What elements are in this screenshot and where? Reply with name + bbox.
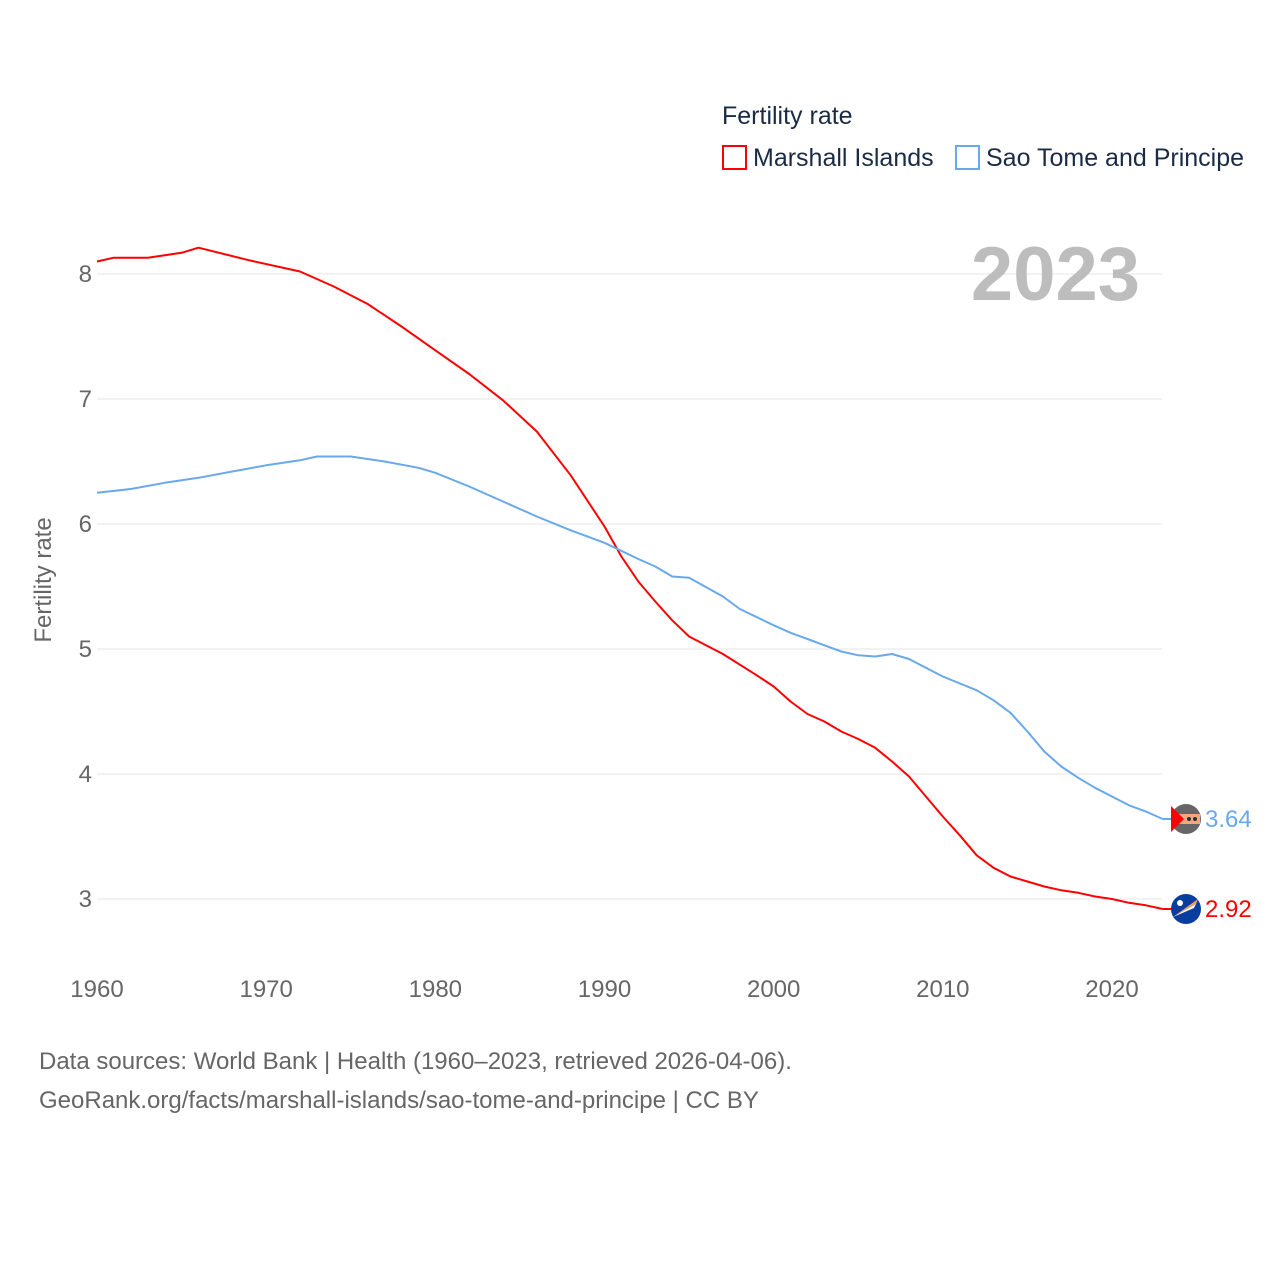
series-line-0[interactable] xyxy=(96,246,1164,910)
marshall-islands-flag-icon xyxy=(1171,894,1201,924)
legend-label-sao-tome[interactable]: Sao Tome and Principe xyxy=(986,144,1244,172)
end-value-label: 3.64 xyxy=(1205,806,1252,833)
y-axis-ticks: 3 4 5 6 7 8 xyxy=(79,261,92,913)
x-tick-label: 1990 xyxy=(578,976,631,1003)
data-source-text: Data sources: World Bank | Health (1960–… xyxy=(39,1048,792,1075)
y-tick-label: 8 xyxy=(79,261,92,288)
y-tick-label: 6 xyxy=(79,511,92,538)
y-tick-label: 4 xyxy=(79,761,92,788)
legend-title: Fertility rate xyxy=(722,102,853,130)
x-tick-label: 2020 xyxy=(1085,976,1138,1003)
x-tick-label: 2010 xyxy=(916,976,969,1003)
legend-label-marshall-islands[interactable]: Marshall Islands xyxy=(753,144,934,172)
series-lines xyxy=(96,246,1164,910)
y-tick-label: 3 xyxy=(79,886,92,913)
sao-tome-and-principe-flag-icon xyxy=(1171,804,1201,834)
legend-swatch-marshall-islands[interactable] xyxy=(722,145,747,170)
legend: Fertility rate Marshall Islands Sao Tome… xyxy=(722,102,1244,172)
series-line-1[interactable] xyxy=(96,455,1164,820)
source-url-text[interactable]: GeoRank.org/facts/marshall-islands/sao-t… xyxy=(39,1087,759,1114)
x-tick-label: 1960 xyxy=(70,976,123,1003)
x-tick-label: 1970 xyxy=(239,976,292,1003)
end-markers: 2.92 3.64 xyxy=(1162,804,1252,924)
y-tick-label: 5 xyxy=(79,636,92,663)
x-tick-label: 2000 xyxy=(747,976,800,1003)
legend-swatch-sao-tome[interactable] xyxy=(955,145,980,170)
y-axis-label: Fertility rate xyxy=(30,517,57,642)
x-axis-ticks: 1960 1970 1980 1990 2000 2010 2020 xyxy=(70,976,1138,1003)
grid-lines xyxy=(97,273,1162,900)
year-label: 2023 xyxy=(971,232,1140,317)
y-tick-label: 7 xyxy=(79,386,92,413)
end-value-label: 2.92 xyxy=(1205,896,1252,923)
x-tick-label: 1980 xyxy=(409,976,462,1003)
